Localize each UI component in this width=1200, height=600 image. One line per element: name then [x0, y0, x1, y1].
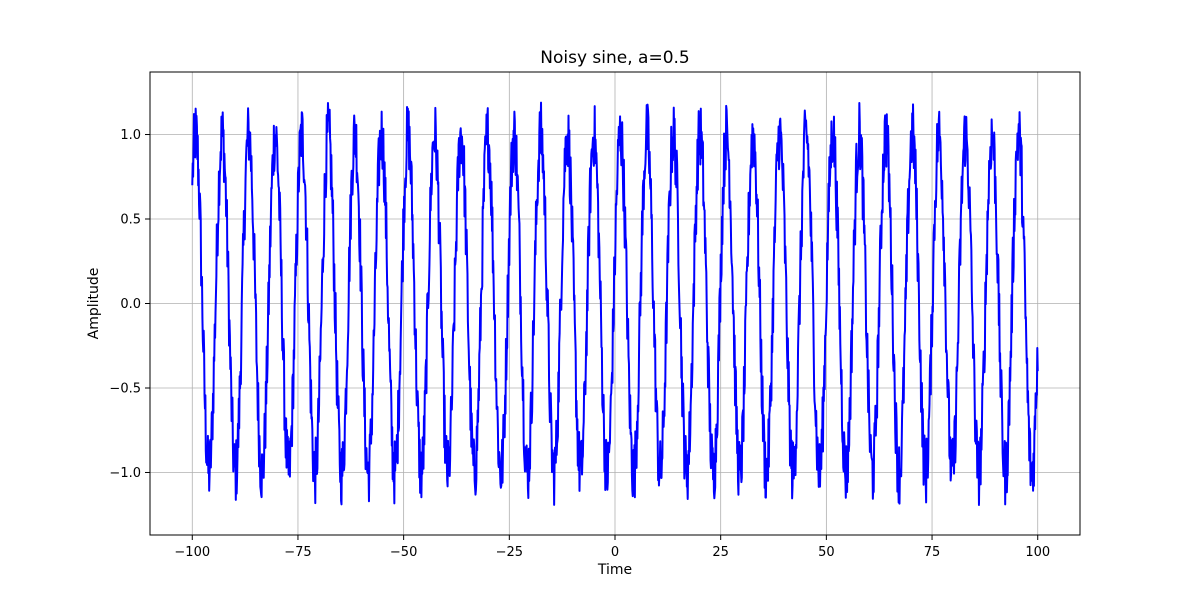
- x-tick-label: −50: [390, 545, 417, 560]
- series-line: [191, 101, 1039, 506]
- x-tick-label: 75: [924, 545, 941, 560]
- x-tick-label: −100: [174, 545, 210, 560]
- y-tick-label: 0.5: [120, 213, 141, 228]
- x-tick-label: −25: [496, 545, 523, 560]
- x-tick-label: 100: [1025, 545, 1050, 560]
- x-tick-label: 0: [611, 545, 619, 560]
- y-tick-label: −1.0: [109, 466, 141, 481]
- y-tick-label: 1.0: [120, 128, 141, 143]
- x-tick-label: −75: [284, 545, 311, 560]
- ticks: −100 −75 −50 −25 0 25 50 75 100 −1.0 −0.5 0.0 0.5 1.0: [109, 128, 1050, 560]
- y-tick-label: 0.0: [120, 297, 141, 312]
- y-axis-label: Amplitude: [86, 268, 102, 340]
- x-tick-label: 50: [818, 545, 835, 560]
- y-tick-label: −0.5: [109, 381, 141, 396]
- x-axis-label: Time: [597, 562, 632, 578]
- x-tick-label: 25: [712, 545, 729, 560]
- chart-title: Noisy sine, a=0.5: [540, 48, 689, 68]
- series-layer: [191, 101, 1039, 506]
